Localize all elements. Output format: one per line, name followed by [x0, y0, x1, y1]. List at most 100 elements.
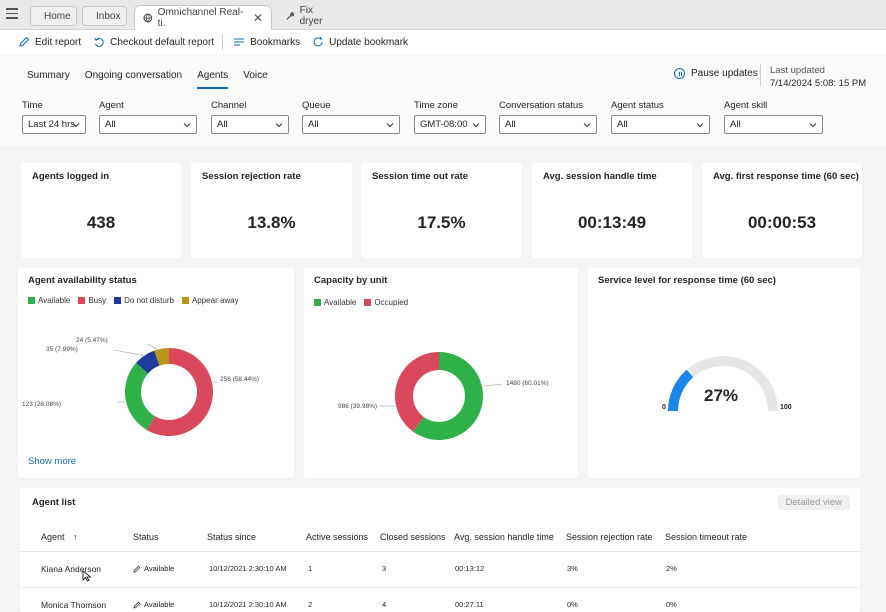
- cell-rejection-rate: 0%: [567, 600, 578, 609]
- table-row[interactable]: Monica Thomson Available 10/12/2021 2:30…: [20, 588, 860, 612]
- kpi-value: 00:00:53: [747, 213, 817, 232]
- column-header-avg-handle-time[interactable]: Avg. session handle time: [454, 532, 554, 542]
- legend-item-available: Available: [314, 298, 356, 307]
- donut-label-dnd: 35 (7.99%): [46, 346, 78, 353]
- show-more-link[interactable]: Show more: [28, 456, 77, 467]
- filter-agent-status-dropdown[interactable]: All: [611, 115, 710, 134]
- cell-avg-handle-time: 00:27:11: [455, 600, 484, 609]
- wrench-icon: [286, 12, 295, 20]
- cell-avg-handle-time: 00:13:12: [455, 564, 485, 573]
- slice-available[interactable]: [124, 362, 155, 430]
- donut-label-busy: 256 (58.44%): [220, 376, 260, 383]
- last-updated: Last updated 7/14/2024 5:08: 15 PM: [770, 64, 866, 90]
- filter-conversation-status-label: Conversation status: [499, 100, 583, 111]
- chevron-down-icon: [275, 123, 283, 128]
- chevron-down-icon: [583, 123, 591, 128]
- cell-timeout-rate: 0%: [666, 600, 677, 609]
- status-label: Available: [144, 600, 175, 609]
- checkout-default-report-button[interactable]: Checkout default report: [93, 36, 214, 48]
- legend-item-available: Available: [28, 296, 70, 305]
- filter-time-dropdown[interactable]: Last 24 hrs: [22, 115, 86, 134]
- filter-agent-status-label: Agent status: [611, 100, 664, 111]
- slice-occupied[interactable]: [395, 352, 439, 432]
- filter-agent: Agent All: [99, 100, 197, 134]
- filter-agent-dropdown[interactable]: All: [99, 115, 197, 134]
- kpi-value: 13.8%: [247, 213, 296, 232]
- kpi-title: Agents logged in: [32, 171, 110, 182]
- filter-agent-skill-dropdown[interactable]: All: [724, 115, 823, 134]
- agent-list-table: Agent list Detailed view Agent ↑ Status …: [20, 488, 860, 612]
- cell-status: Available: [133, 600, 174, 609]
- filter-agent-skill-label: Agent skill: [724, 100, 768, 111]
- filter-conversation-status-dropdown[interactable]: All: [499, 115, 597, 134]
- cell-closed-sessions: 4: [382, 600, 387, 609]
- service-level-gauge: [668, 356, 778, 411]
- update-bookmark-button[interactable]: Update bookmark: [312, 36, 408, 48]
- donut-label-occupied: 986 (39.98%): [338, 403, 378, 410]
- leader-line-away: [147, 343, 159, 351]
- cell-agent: Monica Thomson: [41, 600, 107, 610]
- column-header-agent[interactable]: Agent ↑: [41, 532, 78, 542]
- tab-omnichannel-label: Omnichannel Real-ti.: [157, 7, 244, 29]
- bookmarks-icon: [234, 38, 245, 46]
- column-header-active-sessions[interactable]: Active sessions: [306, 532, 369, 542]
- pause-updates-button[interactable]: Pause updates: [674, 68, 758, 79]
- filter-queue: Queue All: [302, 100, 400, 134]
- gauge-value: 27%: [704, 386, 739, 405]
- cell-active-sessions: 1: [308, 564, 313, 573]
- edit-report-label: Edit report: [35, 36, 82, 48]
- slice-do-not-disturb[interactable]: [136, 350, 160, 374]
- slice-available[interactable]: [413, 352, 483, 440]
- column-header-timeout-rate[interactable]: Session timeout rate: [665, 532, 748, 542]
- card-title: Agent availability status: [28, 275, 137, 286]
- chevron-down-icon: [696, 123, 704, 128]
- filter-agent-label: Agent: [99, 100, 124, 111]
- column-header-closed-sessions[interactable]: Closed sessions: [380, 532, 446, 542]
- tab-omnichannel[interactable]: Omnichannel Real-ti. ✕: [134, 5, 272, 30]
- pencil-icon: [19, 36, 30, 47]
- filter-queue-dropdown[interactable]: All: [302, 115, 400, 134]
- bookmarks-button[interactable]: Bookmarks: [233, 36, 300, 48]
- column-header-status-since[interactable]: Status since: [207, 532, 257, 542]
- column-header-status[interactable]: Status: [133, 532, 159, 542]
- gauge-track: [668, 356, 778, 411]
- edit-report-button[interactable]: Edit report: [18, 36, 81, 48]
- slice-busy[interactable]: [146, 348, 213, 436]
- filter-channel-dropdown[interactable]: All: [211, 115, 289, 134]
- leader-line-dnd: [113, 349, 147, 357]
- pause-icon: [674, 68, 685, 79]
- column-header-rejection-rate[interactable]: Session rejection rate: [566, 532, 653, 542]
- close-tab-icon[interactable]: ✕: [252, 11, 263, 25]
- cell-timeout-rate: 2%: [666, 564, 677, 573]
- hamburger-menu-icon[interactable]: [6, 8, 18, 20]
- filter-queue-label: Queue: [302, 100, 331, 111]
- tab-voice[interactable]: Voice: [243, 70, 268, 81]
- card-title: Service level for response time (60 sec): [598, 275, 776, 286]
- table-row[interactable]: Kiana Anderson Available 10/12/2021 2:30…: [20, 552, 860, 588]
- tab-fix-dryer[interactable]: Fix dryer: [276, 5, 346, 27]
- tab-inbox[interactable]: Inbox: [82, 6, 127, 26]
- card-title: Capacity by unit: [314, 275, 388, 286]
- filter-queue-value: All: [308, 119, 319, 130]
- pencil-icon: [133, 601, 141, 609]
- legend-label: Busy: [88, 296, 107, 305]
- column-header-label: Agent: [41, 532, 65, 542]
- donut-label-away: 24 (5.47%): [76, 337, 108, 344]
- filter-agent-skill-value: All: [730, 119, 741, 130]
- cell-rejection-rate: 3%: [567, 564, 578, 573]
- tab-agents[interactable]: Agents: [197, 70, 229, 89]
- agent-list-title: Agent list: [32, 497, 76, 508]
- tab-home-label: Home: [44, 10, 71, 22]
- slice-appear-away[interactable]: [154, 348, 169, 366]
- legend-label: Available: [324, 298, 357, 307]
- chevron-down-icon: [183, 123, 191, 128]
- tab-ongoing-conversation[interactable]: Ongoing conversation: [84, 70, 183, 81]
- filter-time: Time Last 24 hrs: [22, 100, 86, 134]
- filter-time-zone-dropdown[interactable]: GMT-08:00: [414, 115, 486, 134]
- tab-home[interactable]: Home: [30, 6, 77, 26]
- detailed-view-button[interactable]: Detailed view: [777, 495, 850, 510]
- legend-item-dnd: Do not disturb: [114, 296, 174, 305]
- filter-channel-value: All: [217, 119, 228, 130]
- tab-summary[interactable]: Summary: [27, 70, 70, 81]
- cell-agent: Kiana Anderson: [41, 564, 102, 574]
